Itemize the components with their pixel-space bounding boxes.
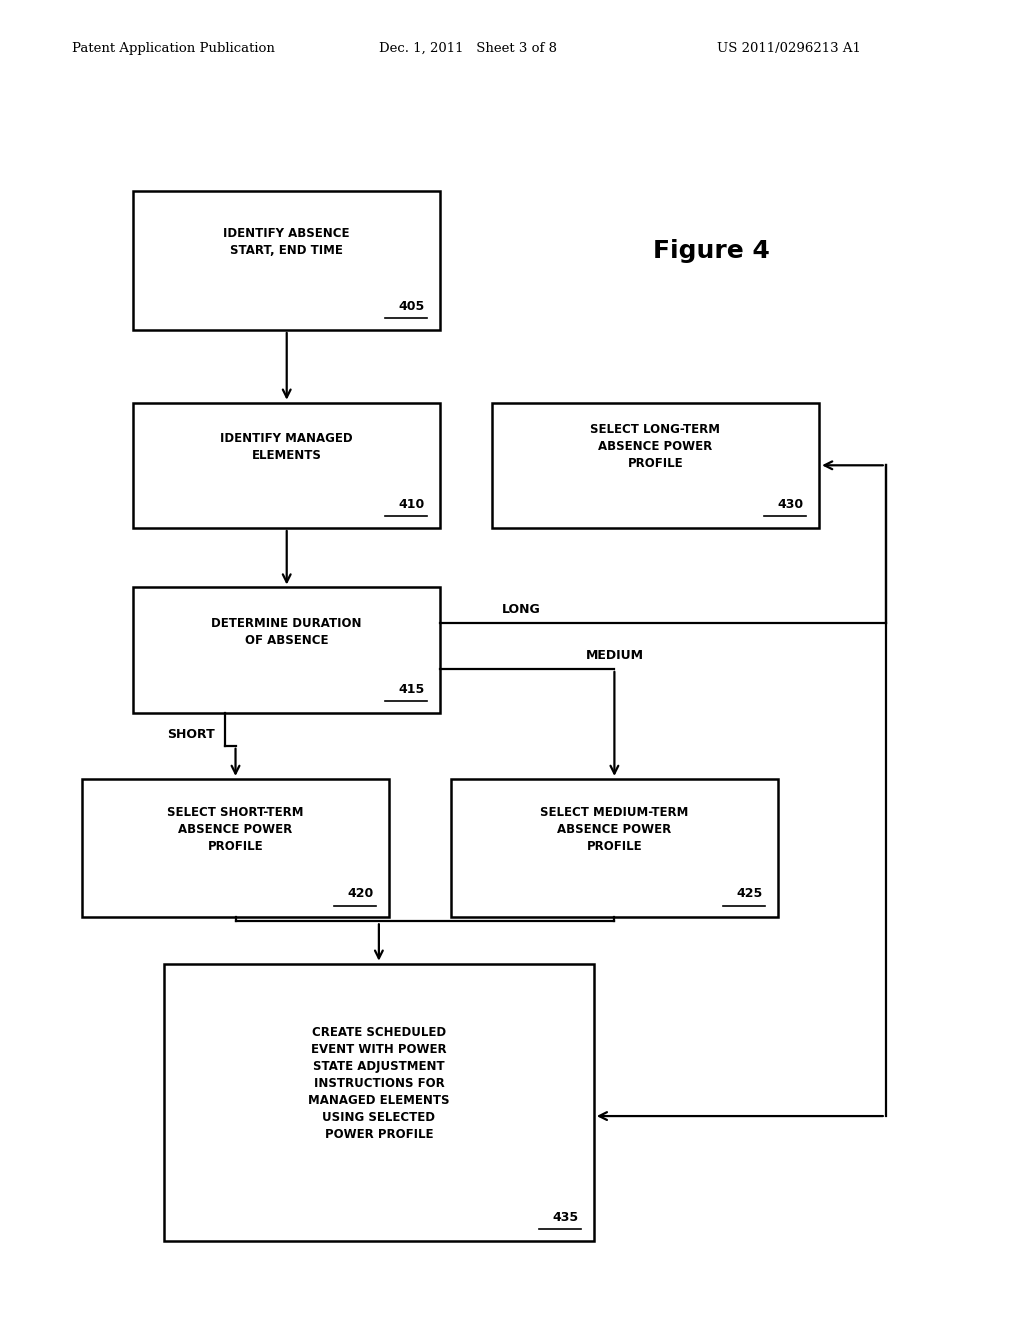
Text: MEDIUM: MEDIUM <box>586 649 643 663</box>
Text: Dec. 1, 2011   Sheet 3 of 8: Dec. 1, 2011 Sheet 3 of 8 <box>379 42 557 55</box>
Bar <box>82 779 389 917</box>
Bar <box>492 403 819 528</box>
Text: 435: 435 <box>552 1210 579 1224</box>
Text: LONG: LONG <box>502 603 541 616</box>
Text: Patent Application Publication: Patent Application Publication <box>72 42 274 55</box>
Text: US 2011/0296213 A1: US 2011/0296213 A1 <box>717 42 861 55</box>
Bar <box>164 964 594 1241</box>
Text: 430: 430 <box>777 498 804 511</box>
Text: 415: 415 <box>398 682 425 696</box>
Text: IDENTIFY ABSENCE
START, END TIME: IDENTIFY ABSENCE START, END TIME <box>223 227 350 257</box>
Bar <box>133 191 440 330</box>
Bar <box>133 403 440 528</box>
Text: DETERMINE DURATION
OF ABSENCE: DETERMINE DURATION OF ABSENCE <box>212 616 361 647</box>
Text: 425: 425 <box>736 887 763 900</box>
Text: SHORT: SHORT <box>167 727 215 741</box>
Bar <box>451 779 778 917</box>
Text: IDENTIFY MANAGED
ELEMENTS: IDENTIFY MANAGED ELEMENTS <box>220 432 353 462</box>
Bar <box>133 587 440 713</box>
Text: SELECT SHORT-TERM
ABSENCE POWER
PROFILE: SELECT SHORT-TERM ABSENCE POWER PROFILE <box>167 807 304 853</box>
Text: 405: 405 <box>398 300 425 313</box>
Text: 420: 420 <box>347 887 374 900</box>
Text: 410: 410 <box>398 498 425 511</box>
Text: SELECT MEDIUM-TERM
ABSENCE POWER
PROFILE: SELECT MEDIUM-TERM ABSENCE POWER PROFILE <box>541 807 688 853</box>
Text: SELECT LONG-TERM
ABSENCE POWER
PROFILE: SELECT LONG-TERM ABSENCE POWER PROFILE <box>591 424 720 470</box>
Text: Figure 4: Figure 4 <box>653 239 770 263</box>
Text: CREATE SCHEDULED
EVENT WITH POWER
STATE ADJUSTMENT
INSTRUCTIONS FOR
MANAGED ELEM: CREATE SCHEDULED EVENT WITH POWER STATE … <box>308 1026 450 1142</box>
